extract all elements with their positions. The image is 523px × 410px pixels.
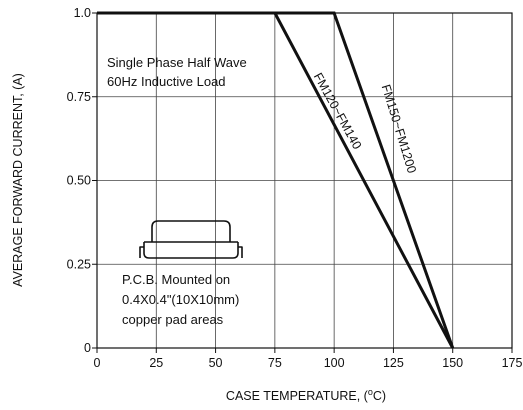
x-axis-label-suffix: C) <box>373 389 386 403</box>
x-tick-label-5: 125 <box>383 356 404 370</box>
x-tick-label-7: 175 <box>502 356 523 370</box>
y-tick-label-0: 0 <box>84 341 91 355</box>
y-tick-label-4: 1.0 <box>74 6 91 20</box>
x-axis-label-prefix: CASE TEMPERATURE, ( <box>226 389 369 403</box>
degree-sign: o <box>368 387 373 397</box>
y-axis-label: AVERAGE FORWARD CURRENT, (A) <box>11 73 25 287</box>
series-label-fm120: FM120~FM140 <box>311 70 365 151</box>
y-tick-label-2: 0.50 <box>67 174 91 188</box>
y-tick-labels: 0 0.25 0.50 0.75 1.0 <box>67 6 97 355</box>
y-tick-label-3: 0.75 <box>67 90 91 104</box>
smd-package-icon <box>139 220 243 259</box>
x-tick-label-4: 100 <box>324 356 345 370</box>
mount-line-2: 0.4X0.4"(10X10mm) <box>122 292 239 307</box>
x-tick-label-3: 75 <box>268 356 282 370</box>
x-tick-labels: 0 25 50 75 100 125 150 175 <box>94 348 523 370</box>
condition-line-2: 60Hz Inductive Load <box>107 74 226 89</box>
x-axis-label: CASE TEMPERATURE, (oC) <box>226 387 386 403</box>
y-tick-label-1: 0.25 <box>67 257 91 271</box>
x-tick-label-6: 150 <box>442 356 463 370</box>
x-tick-label-2: 50 <box>209 356 223 370</box>
x-tick-label-0: 0 <box>94 356 101 370</box>
x-tick-label-1: 25 <box>149 356 163 370</box>
mount-line-3: copper pad areas <box>122 312 224 327</box>
mount-line-1: P.C.B. Mounted on <box>122 272 230 287</box>
condition-line-1: Single Phase Half Wave <box>107 55 247 70</box>
